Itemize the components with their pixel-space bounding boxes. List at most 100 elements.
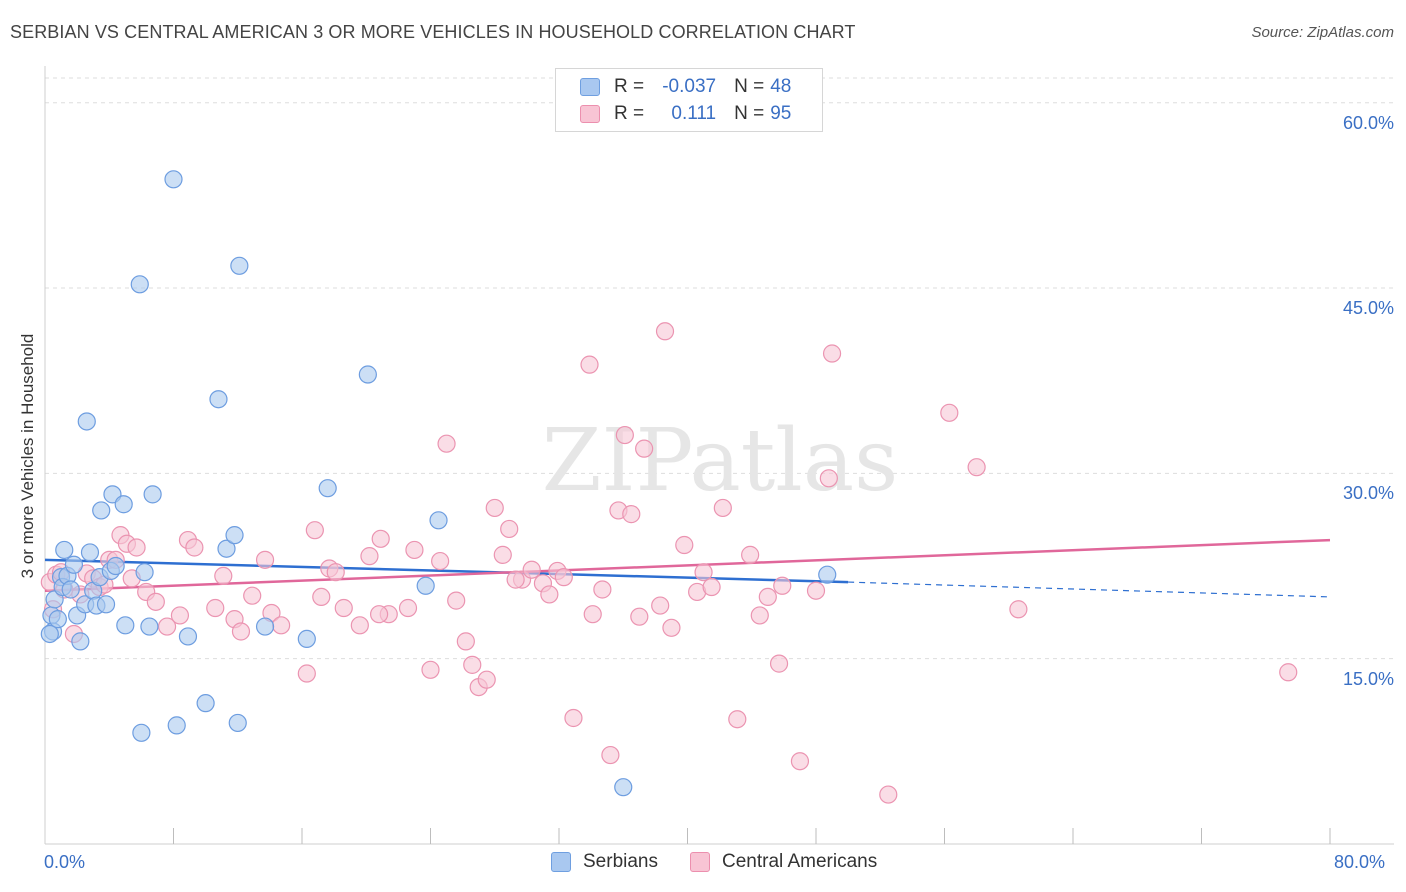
- legend-r-value: 0.111: [671, 103, 717, 124]
- serbian-point: [132, 723, 151, 742]
- x-tick-label-min: 0.0%: [44, 852, 86, 872]
- central-american-point: [769, 654, 789, 673]
- legend-label-serbians: Serbians: [583, 851, 658, 872]
- serbian-point: [416, 576, 435, 595]
- central-american-point: [773, 576, 792, 595]
- central-american-point: [540, 585, 559, 604]
- central-american-point: [231, 622, 251, 641]
- central-american-point: [185, 538, 204, 557]
- central-american-point: [360, 547, 379, 566]
- legend-swatch-serbians: [551, 852, 571, 872]
- legend-n-value: 95: [770, 103, 792, 124]
- central-american-point: [206, 598, 225, 618]
- central-american-point: [500, 519, 519, 539]
- data-points: [40, 170, 1298, 804]
- serbian-point: [77, 412, 96, 431]
- chart-title: SERBIAN VS CENTRAL AMERICAN 3 OR MORE VE…: [10, 22, 856, 42]
- central-american-point: [967, 458, 986, 477]
- legend-item-serbians[interactable]: Serbians: [551, 851, 658, 873]
- central-american-point: [431, 551, 450, 571]
- central-american-point: [675, 535, 694, 555]
- serbian-point: [55, 540, 74, 560]
- central-american-point: [728, 710, 747, 729]
- legend-row-central-americans: R = 0.111 N = 95: [580, 101, 791, 127]
- central-american-point: [522, 560, 541, 579]
- legend-r-label: R =: [614, 76, 645, 97]
- serbian-point: [255, 617, 275, 636]
- central-american-point: [601, 745, 620, 765]
- central-american-point: [305, 521, 324, 540]
- central-american-point: [157, 617, 177, 636]
- correlation-legend: R = -0.037 N = 48 R = 0.111 N = 95: [555, 68, 823, 132]
- central-american-point: [421, 660, 440, 679]
- y-axis-title: 3 or more Vehicles in Household: [18, 333, 37, 579]
- serbian-point: [225, 526, 244, 545]
- central-american-point: [243, 586, 262, 605]
- legend-r-value: -0.037: [662, 76, 717, 97]
- central-american-point: [622, 505, 641, 524]
- serbian-point: [92, 501, 111, 520]
- serbian-point: [318, 479, 337, 498]
- legend-row-serbians: R = -0.037 N = 48: [580, 74, 791, 100]
- serbian-point: [228, 713, 247, 733]
- serbian-point: [358, 365, 377, 384]
- serbian-point: [40, 624, 59, 644]
- serbian-trend-extension: [848, 581, 1331, 598]
- central-american-point: [437, 434, 456, 453]
- central-american-point: [651, 596, 670, 615]
- central-american-point: [694, 563, 713, 582]
- serbian-point: [164, 170, 183, 189]
- serbian-point: [114, 495, 133, 514]
- central-american-point: [655, 322, 675, 341]
- central-american-point: [170, 606, 190, 625]
- central-american-point: [741, 545, 760, 564]
- central-american-point: [456, 632, 475, 651]
- serbian-point: [614, 778, 633, 797]
- serbian-point: [297, 629, 316, 649]
- serbian-point: [80, 543, 100, 562]
- central-american-point: [371, 529, 390, 548]
- central-american-point: [127, 538, 146, 557]
- serbian-point: [106, 556, 125, 576]
- central-american-point: [326, 563, 345, 582]
- central-american-point: [822, 344, 842, 363]
- serbian-point: [140, 617, 159, 636]
- legend-r-label: R =: [614, 103, 645, 124]
- serbian-point: [429, 511, 448, 530]
- central-american-point: [630, 607, 649, 626]
- serbian-point: [116, 616, 135, 635]
- central-american-point: [350, 616, 369, 635]
- serbian-point: [61, 580, 80, 599]
- central-american-point: [790, 752, 810, 771]
- y-tick-label-60: 60.0%: [1342, 112, 1394, 133]
- central-american-point: [506, 570, 525, 589]
- central-american-point: [879, 785, 898, 804]
- serbian-point: [48, 610, 67, 629]
- serbian-point: [178, 627, 198, 646]
- serbian-point: [71, 632, 90, 651]
- central-american-point: [713, 498, 732, 518]
- legend-label-central-americans: Central Americans: [722, 851, 878, 872]
- central-american-point: [485, 498, 504, 518]
- central-american-point: [940, 403, 959, 422]
- central-american-point: [272, 616, 291, 635]
- central-american-point: [580, 355, 599, 374]
- central-american-point: [564, 708, 583, 728]
- watermark: ZIPatlas: [542, 411, 898, 511]
- y-tick-label-45: 45.0%: [1342, 298, 1394, 319]
- legend-swatch-serbians: [580, 78, 600, 96]
- series-legend: Serbians Central Americans: [551, 851, 909, 873]
- central-american-point: [146, 592, 165, 611]
- central-american-point: [750, 606, 769, 625]
- grid-lines: [45, 77, 1394, 660]
- central-american-point: [662, 618, 681, 637]
- central-american-point: [806, 581, 826, 600]
- serbian-point: [217, 539, 236, 558]
- central-american-point: [312, 587, 331, 607]
- central-american-point: [554, 568, 573, 587]
- legend-item-central-americans[interactable]: Central Americans: [690, 851, 877, 873]
- legend-n-value: 48: [770, 76, 792, 97]
- axes: [44, 66, 1394, 845]
- central-american-point: [635, 439, 654, 458]
- central-american-point: [758, 587, 777, 607]
